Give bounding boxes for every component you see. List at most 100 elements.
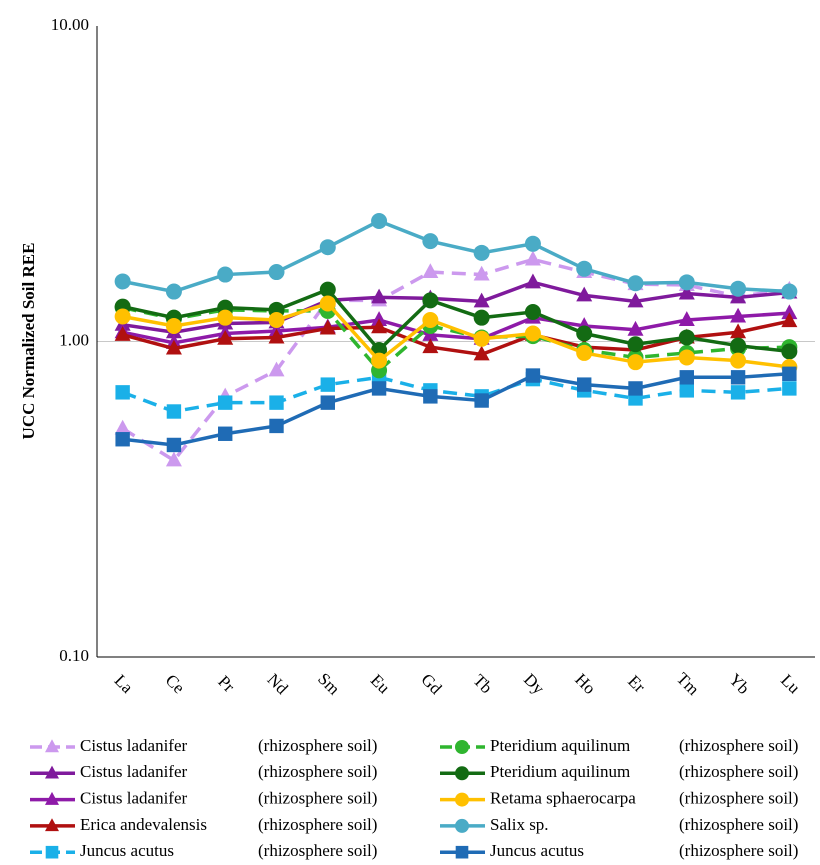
series-line — [122, 372, 790, 447]
data-point — [730, 323, 747, 339]
legend-label: Juncus acutus — [490, 841, 584, 860]
x-tick-label: Tm — [673, 669, 703, 699]
data-point — [679, 383, 694, 398]
x-tick-label: Er — [624, 671, 649, 696]
legend-marker — [455, 740, 469, 754]
series-line — [122, 280, 790, 335]
series-line — [121, 257, 790, 463]
data-point — [165, 451, 182, 467]
data-point — [422, 292, 439, 309]
data-point — [781, 312, 798, 328]
data-point — [269, 395, 284, 410]
data-point — [473, 244, 490, 261]
legend-marker — [455, 818, 469, 833]
legend-habitat: (rhizosphere soil) — [258, 762, 377, 781]
data-point — [781, 304, 798, 320]
legend-label: Pteridium aquilinum — [490, 736, 630, 755]
data-point — [371, 352, 388, 369]
legend-label: Retama sphaerocarpa — [490, 789, 636, 808]
x-tick-label: Gd — [417, 670, 445, 698]
x-tick-label: Yb — [725, 670, 753, 698]
data-point — [165, 339, 182, 355]
data-point — [473, 330, 490, 347]
data-point — [166, 404, 182, 419]
data-point — [114, 273, 131, 290]
legend-marker — [45, 845, 59, 859]
x-tick-label: Ce — [162, 670, 189, 697]
data-point — [577, 377, 592, 392]
legend-marker — [455, 792, 469, 807]
legend-label: Pteridium aquilinum — [490, 762, 630, 781]
data-point — [576, 325, 593, 342]
series-line — [122, 311, 790, 345]
legend-habitat: (rhizosphere soil) — [679, 789, 798, 808]
data-point — [422, 338, 439, 354]
data-point — [371, 288, 388, 304]
x-tick-label: Pr — [214, 672, 238, 696]
data-point — [473, 265, 490, 281]
data-point — [730, 280, 747, 297]
data-point — [217, 266, 234, 283]
x-tick-label: La — [111, 671, 137, 697]
data-point — [319, 295, 336, 312]
data-point — [627, 354, 644, 371]
x-tick-label: Nd — [264, 670, 292, 698]
data-point — [269, 418, 284, 434]
series-line — [122, 287, 790, 354]
legend-label: Cistus ladanifer — [80, 736, 188, 755]
x-tick-label: Dy — [520, 670, 548, 698]
legend-habitat: (rhizosphere soil) — [679, 841, 798, 860]
x-tick-label: Tb — [469, 670, 496, 697]
data-point — [628, 381, 643, 396]
legend-label: Cistus ladanifer — [80, 762, 188, 781]
data-point — [781, 283, 798, 300]
data-point — [679, 370, 694, 385]
legend-habitat: (rhizosphere soil) — [679, 762, 798, 781]
data-point — [268, 328, 285, 344]
data-point — [268, 311, 285, 328]
data-point — [678, 329, 695, 346]
data-point — [576, 286, 593, 302]
data-point — [115, 432, 130, 447]
data-point — [166, 437, 182, 453]
data-point — [422, 233, 439, 250]
legend-marker — [455, 766, 469, 781]
legend-marker — [45, 765, 59, 779]
data-point — [524, 304, 541, 321]
legend-marker — [455, 845, 469, 859]
data-point — [423, 389, 438, 404]
data-point — [524, 250, 541, 266]
data-point — [678, 311, 695, 326]
legend-marker — [45, 818, 59, 832]
data-point — [320, 395, 335, 410]
data-point — [218, 426, 233, 441]
data-point — [268, 361, 285, 377]
x-tick-label: Sm — [314, 669, 343, 698]
legend-habitat: (rhizosphere soil) — [258, 841, 377, 860]
data-point — [730, 307, 747, 323]
data-point — [474, 393, 489, 408]
legend-habitat: (rhizosphere soil) — [679, 736, 798, 755]
y-axis-label: UCC Normalized Soil REE — [19, 243, 38, 440]
data-point — [524, 273, 541, 289]
x-tick-label: Eu — [367, 670, 394, 697]
series-line — [122, 375, 790, 414]
data-point — [473, 345, 490, 361]
legend-marker — [45, 739, 59, 753]
y-tick-label: 10.00 — [51, 15, 89, 34]
legend-label: Erica andevalensis — [80, 815, 207, 834]
data-point — [217, 329, 234, 345]
data-point — [165, 283, 182, 300]
series-line — [122, 219, 790, 294]
data-point — [319, 281, 336, 298]
data-point — [524, 325, 541, 342]
data-point — [627, 320, 644, 336]
legend-marker — [45, 791, 59, 805]
data-point — [217, 309, 234, 326]
legend-habitat: (rhizosphere soil) — [258, 736, 377, 755]
data-point — [422, 311, 439, 328]
data-point — [782, 366, 797, 381]
series-line — [122, 301, 790, 369]
